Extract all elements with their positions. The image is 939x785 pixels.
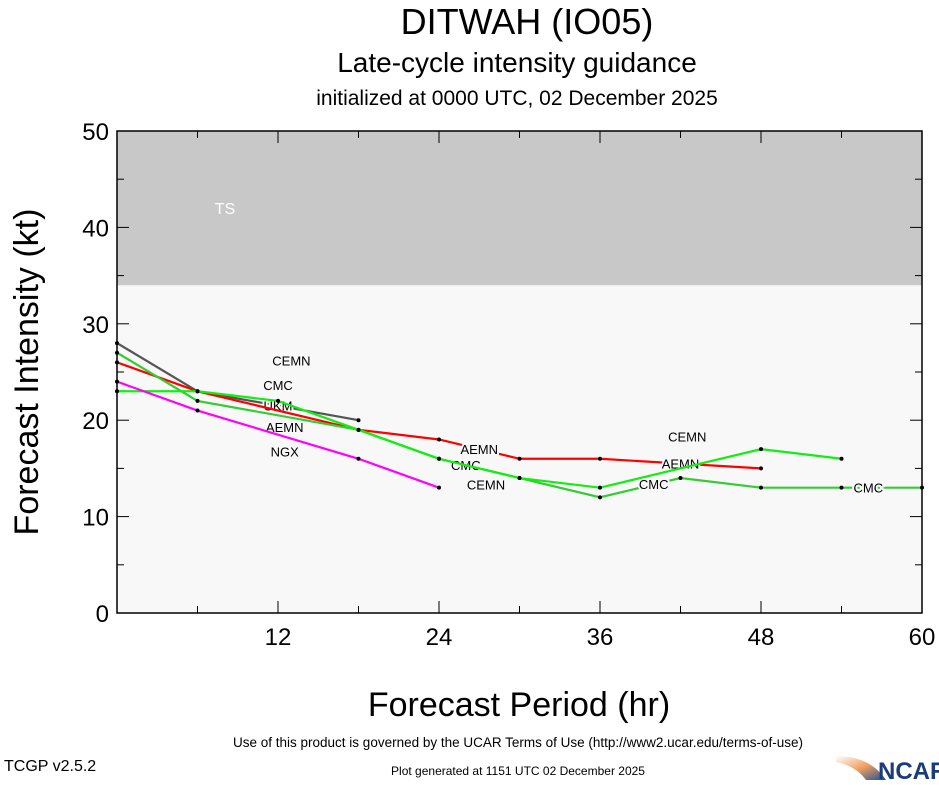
version-label: TCGP v2.5.2 xyxy=(4,758,96,775)
data-point xyxy=(839,456,844,461)
series-ngx: NGX xyxy=(115,379,441,490)
series-label: CMC xyxy=(639,477,669,492)
data-point xyxy=(356,418,361,423)
series-label: CEMN xyxy=(272,353,310,368)
ncar-logo-text: NCAR xyxy=(878,758,939,780)
data-point xyxy=(598,495,602,500)
series-label: AEMN xyxy=(460,442,498,457)
series-line-cmc xyxy=(116,351,922,499)
series-label: CEMN xyxy=(668,429,706,444)
data-point xyxy=(598,456,602,461)
data-point xyxy=(356,427,361,432)
chart-title: DITWAH (IO05) xyxy=(401,1,654,42)
series-label: CEMN xyxy=(467,478,505,493)
series-label: CMC xyxy=(854,480,884,495)
data-point xyxy=(437,437,441,442)
series-label: AEMN xyxy=(662,456,700,471)
y-tick-label: 30 xyxy=(82,312,109,339)
data-point xyxy=(356,456,361,461)
series-label: CMC xyxy=(263,378,293,393)
y-tick-label: 40 xyxy=(82,215,109,242)
data-point xyxy=(437,485,441,490)
y-axis-label: Forecast Intensity (kt) xyxy=(8,209,46,536)
data-point xyxy=(839,485,844,490)
data-point xyxy=(276,398,280,403)
series-label: UKM xyxy=(264,398,293,413)
data-point xyxy=(598,485,602,490)
series-label: NGX xyxy=(271,444,300,459)
terms-of-use-link[interactable]: Use of this product is governed by the U… xyxy=(233,735,803,750)
x-tick-label: 12 xyxy=(265,624,292,651)
y-tick-label: 10 xyxy=(82,505,109,532)
plot-area: TS 0 10 20 30 40 50 12 24 36 48 60 UKM AEMN AEMN AEMN CM… xyxy=(82,119,935,651)
series-cemn: CEMN CEMN CEMN xyxy=(115,351,844,495)
data-point xyxy=(195,398,200,403)
chart-subtitle-init: initialized at 0000 UTC, 02 December 202… xyxy=(316,87,718,110)
series-line-ngx xyxy=(116,380,440,489)
band-label: TS xyxy=(215,201,235,218)
data-point xyxy=(437,456,441,461)
intensity-band xyxy=(117,131,922,286)
data-point xyxy=(195,408,200,413)
series-label: AEMN xyxy=(266,420,304,435)
x-tick-label: 24 xyxy=(426,624,453,651)
x-axis-label: Forecast Period (hr) xyxy=(368,686,670,724)
y-tick-label: 0 xyxy=(96,601,109,628)
y-tick-label: 50 xyxy=(82,119,109,146)
plot-frame xyxy=(116,130,923,614)
data-point xyxy=(517,456,522,461)
x-tick-label: 36 xyxy=(587,624,614,651)
data-point xyxy=(759,447,763,452)
data-point xyxy=(517,476,522,481)
data-point xyxy=(195,389,200,394)
x-tick-label: 60 xyxy=(909,624,936,651)
data-point xyxy=(678,476,683,481)
data-point xyxy=(759,485,763,490)
x-tick-label: 48 xyxy=(748,624,775,651)
data-point xyxy=(759,466,763,471)
ncar-logo: NCAR xyxy=(836,756,939,785)
chart-subtitle: Late-cycle intensity guidance xyxy=(337,47,697,78)
y-tick-label: 20 xyxy=(82,408,109,435)
generated-timestamp: Plot generated at 1151 UTC 02 December 2… xyxy=(391,764,645,778)
